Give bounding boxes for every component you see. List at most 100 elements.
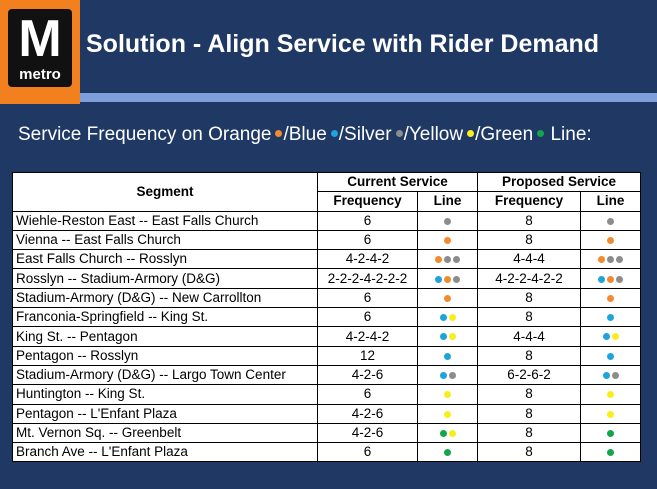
silver-line-dot-icon (453, 275, 460, 283)
green-line-dot-icon (537, 130, 545, 138)
proposed-frequency-cell: 8 (477, 384, 582, 405)
segment-cell: Vienna -- East Falls Church (12, 229, 318, 251)
line-cell (580, 307, 642, 328)
table-row: Stadium-Armory (D&G) -- Largo Town Cente… (12, 364, 642, 386)
line-cell (416, 384, 479, 405)
proposed-frequency-cell: 8 (477, 403, 582, 424)
silver-line-dot-icon (607, 256, 615, 264)
table-row: Wiehle-Reston East -- East Falls Church 6… (12, 210, 642, 231)
blue-line-dot-icon (602, 372, 610, 380)
segment-header: Segment (12, 172, 318, 212)
table-row: Pentagon -- Rosslyn 12 8 (12, 345, 642, 366)
current-frequency-cell: 4-2-6 (317, 422, 418, 444)
blue-line-dot-icon (439, 372, 447, 380)
silver-line-dot-icon (444, 256, 451, 264)
green-line-dot-icon (607, 449, 615, 457)
table-row: East Falls Church -- Rosslyn 4-2-4-2 4-4-4 (12, 249, 642, 270)
yellow-line-dot-icon (467, 130, 475, 138)
blue-line-dot-icon (439, 314, 447, 322)
silver-line-dot-icon (395, 130, 403, 138)
table-row: Pentagon -- L'Enfant Plaza 4-2-6 8 (12, 403, 642, 424)
proposed-frequency-cell: 4-4-4 (477, 249, 582, 270)
current-line-header: Line (416, 191, 479, 212)
blue-line-dot-icon (439, 333, 447, 341)
orange-line-dot-icon (444, 275, 451, 283)
yellow-line-dot-icon (611, 333, 619, 341)
subtitle-text: Service Frequency on Orange (18, 124, 272, 145)
current-frequency-cell: 6 (317, 229, 418, 251)
table-row: Franconia-Springfield -- King St. 6 8 (12, 307, 642, 328)
proposed-frequency-cell: 8 (477, 345, 582, 366)
line-cell (580, 442, 642, 463)
metro-logo-letter: M (18, 10, 62, 68)
table-row: King St. -- Pentagon 4-2-4-2 4-4-4 (12, 326, 642, 347)
segment-cell: Rosslyn -- Stadium-Armory (D&G) (12, 268, 318, 289)
orange-line-dot-icon (435, 256, 442, 264)
slide-title: Solution - Align Service with Rider Dema… (86, 30, 600, 58)
silver-line-dot-icon (616, 275, 624, 283)
segment-cell: Branch Ave -- L'Enfant Plaza (12, 442, 318, 463)
current-frequency-cell: 4-2-4-2 (317, 249, 418, 270)
proposed-frequency-cell: 8 (477, 287, 582, 309)
subtitle: Service Frequency on Orange/Blue/Silver /… (18, 124, 592, 146)
current-frequency-cell: 6 (317, 307, 418, 328)
line-cell (580, 403, 642, 424)
current-frequency-cell: 6 (317, 210, 418, 231)
silver-line-dot-icon (611, 372, 619, 380)
line-cell (416, 210, 479, 231)
line-cell (416, 326, 479, 347)
current-frequency-header: Frequency (317, 191, 418, 212)
blue-line-dot-icon (435, 275, 442, 283)
green-line-dot-icon (439, 429, 447, 437)
table-row: Huntington -- King St. 6 8 (12, 384, 642, 405)
proposed-frequency-cell: 8 (477, 210, 582, 231)
proposed-frequency-header: Frequency (477, 191, 582, 212)
segment-cell: Pentagon -- L'Enfant Plaza (12, 403, 318, 424)
proposed-frequency-cell: 4-4-4 (477, 326, 582, 347)
yellow-line-dot-icon (607, 410, 615, 418)
subtitle-text: /Silver (338, 124, 392, 145)
subtitle-text: /Yellow (403, 124, 464, 145)
blue-line-dot-icon (330, 130, 338, 138)
line-cell (416, 229, 479, 251)
blue-line-dot-icon (598, 275, 606, 283)
table-row: Stadium-Armory (D&G) -- New Carrollton 6 8 (12, 287, 642, 309)
segment-cell: East Falls Church -- Rosslyn (12, 249, 318, 270)
segment-cell: Pentagon -- Rosslyn (12, 345, 318, 366)
orange-line-dot-icon (598, 256, 606, 264)
line-cell (580, 326, 642, 347)
current-frequency-cell: 2-2-2-4-2-2-2 (317, 268, 418, 289)
silver-line-dot-icon (607, 217, 615, 225)
silver-line-dot-icon (448, 372, 456, 380)
line-cell (580, 384, 642, 405)
proposed-frequency-cell: 8 (477, 307, 582, 328)
line-cell (580, 287, 642, 309)
subtitle-text: /Green (475, 124, 534, 145)
silver-line-dot-icon (453, 256, 460, 264)
subtitle-text: /Blue (283, 124, 327, 145)
segment-cell: King St. -- Pentagon (12, 326, 318, 347)
table-row: Branch Ave -- L'Enfant Plaza 6 8 (12, 442, 642, 463)
line-cell (416, 249, 479, 270)
slide-header: M metro Solution - Align Service with Ri… (0, 0, 657, 104)
segment-cell: Stadium-Armory (D&G) -- New Carrollton (12, 287, 318, 309)
table-row: Mt. Vernon Sq. -- Greenbelt 4-2-6 8 (12, 422, 642, 444)
segment-cell: Franconia-Springfield -- King St. (12, 307, 318, 328)
line-cell (580, 229, 642, 251)
line-cell (580, 364, 642, 386)
current-frequency-cell: 4-2-6 (317, 403, 418, 424)
yellow-line-dot-icon (444, 391, 451, 399)
yellow-line-dot-icon (444, 410, 451, 418)
current-frequency-cell: 6 (317, 287, 418, 309)
line-cell (580, 268, 642, 289)
yellow-line-dot-icon (448, 314, 456, 322)
line-cell (580, 345, 642, 366)
orange-line-dot-icon (607, 236, 615, 244)
silver-line-dot-icon (616, 256, 624, 264)
orange-line-dot-icon (444, 294, 451, 302)
proposed-frequency-cell: 4-2-2-4-2-2 (477, 268, 582, 289)
orange-line-dot-icon (607, 275, 615, 283)
current-frequency-cell: 4-2-4-2 (317, 326, 418, 347)
current-frequency-cell: 6 (317, 384, 418, 405)
current-frequency-cell: 6 (317, 442, 418, 463)
